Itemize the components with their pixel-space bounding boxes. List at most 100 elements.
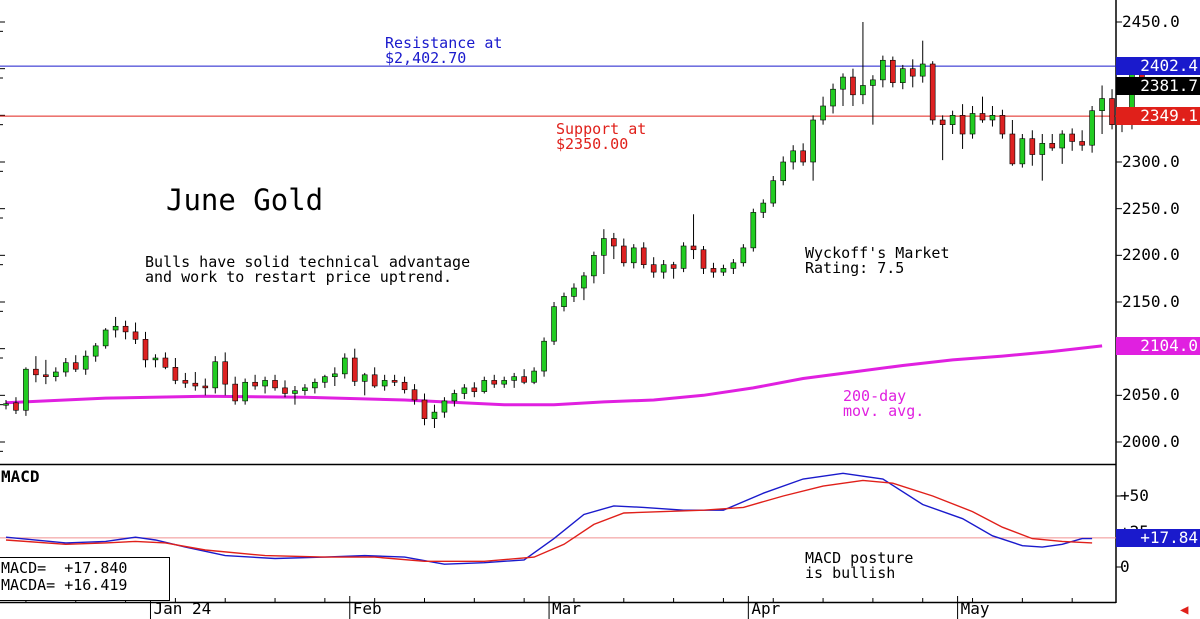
candle-body bbox=[650, 264, 657, 273]
candle-body bbox=[959, 115, 966, 135]
candle-body bbox=[3, 403, 9, 406]
moving-average-annotation: 200-day mov. avg. bbox=[843, 387, 925, 420]
candle-body bbox=[481, 380, 488, 392]
last-price-label: 2381.7 bbox=[1116, 77, 1200, 96]
candle-body bbox=[820, 105, 826, 121]
candle bbox=[690, 214, 697, 260]
candle-body bbox=[620, 245, 627, 264]
candle-body bbox=[511, 376, 517, 381]
candle-body bbox=[451, 393, 458, 402]
candle bbox=[1029, 130, 1036, 166]
candle bbox=[122, 320, 129, 340]
candle-body bbox=[401, 381, 408, 391]
candle-body bbox=[13, 402, 19, 411]
candle-body bbox=[850, 76, 856, 96]
candle-body bbox=[23, 368, 29, 411]
candle-body bbox=[690, 245, 697, 251]
macd-readout-box: MACD= +17.840 MACDA= +16.419 bbox=[0, 557, 170, 601]
resistance-annotation: Resistance at $2,402.70 bbox=[385, 34, 503, 67]
candle bbox=[1089, 106, 1095, 153]
moving-average-line bbox=[5, 344, 1103, 407]
candle-body bbox=[660, 264, 667, 273]
candle bbox=[461, 384, 468, 400]
candle-body bbox=[720, 268, 727, 273]
price-tick-label: 2000.0 bbox=[1122, 432, 1180, 451]
candle-body bbox=[1109, 98, 1115, 125]
candle bbox=[969, 106, 976, 139]
candle-body bbox=[1019, 138, 1026, 165]
candle bbox=[949, 110, 956, 134]
candle bbox=[999, 109, 1006, 139]
candle-body bbox=[172, 367, 179, 381]
candle bbox=[202, 378, 209, 396]
candle-body bbox=[870, 79, 876, 86]
candle-body bbox=[630, 247, 637, 264]
candle-body bbox=[391, 380, 398, 383]
resistance-price-label: 2402.4 bbox=[1116, 57, 1200, 76]
candle bbox=[222, 352, 229, 396]
candle-body bbox=[411, 389, 418, 401]
scroll-left-arrow-icon[interactable]: ◀ bbox=[1180, 602, 1189, 618]
candle bbox=[112, 316, 119, 338]
candle bbox=[1069, 128, 1075, 151]
candle-body bbox=[1029, 138, 1036, 155]
candle bbox=[541, 337, 547, 377]
candle-body bbox=[112, 325, 119, 331]
candle bbox=[1099, 85, 1105, 134]
candle-body bbox=[1089, 110, 1095, 146]
candle bbox=[262, 376, 268, 394]
candle-body bbox=[182, 380, 189, 384]
macd-value-label: +17.84 bbox=[1116, 528, 1200, 547]
candle-body bbox=[1069, 133, 1075, 142]
candle bbox=[581, 272, 587, 301]
candle bbox=[102, 328, 109, 349]
candle bbox=[82, 350, 89, 375]
candle bbox=[919, 40, 926, 83]
candle-body bbox=[332, 373, 338, 377]
candle-body bbox=[531, 370, 537, 383]
candle-body bbox=[680, 245, 687, 269]
candle bbox=[411, 384, 418, 405]
candle-body bbox=[312, 381, 318, 389]
macd-panel-label: MACD bbox=[1, 467, 40, 486]
candle bbox=[710, 262, 717, 278]
candle bbox=[172, 358, 179, 385]
candle bbox=[62, 358, 69, 377]
candle bbox=[152, 354, 159, 368]
candle-body bbox=[541, 340, 547, 372]
candle-body bbox=[949, 115, 956, 125]
candle-body bbox=[302, 387, 308, 391]
candle-body bbox=[880, 59, 886, 81]
candle-body bbox=[840, 76, 846, 90]
candle bbox=[700, 246, 707, 274]
candle-body bbox=[1099, 98, 1105, 111]
candle bbox=[1049, 134, 1056, 151]
candle bbox=[601, 229, 607, 274]
candle-body bbox=[471, 387, 478, 392]
time-tick-label: May bbox=[960, 599, 990, 618]
candle bbox=[909, 59, 916, 88]
rating-annotation: Wyckoff's Market Rating: 7.5 bbox=[805, 244, 950, 277]
time-tick-label: Jan 24 bbox=[153, 599, 212, 618]
candle bbox=[132, 322, 139, 344]
candle-body bbox=[1009, 133, 1016, 165]
candle-body bbox=[262, 380, 268, 387]
candle-body bbox=[611, 238, 617, 247]
candle bbox=[611, 232, 617, 260]
candle-body bbox=[421, 399, 428, 419]
candle-body bbox=[929, 63, 936, 121]
comment-annotation: Bulls have solid technical advantage and… bbox=[145, 253, 471, 286]
candle bbox=[810, 115, 816, 181]
candle bbox=[640, 242, 647, 269]
candle bbox=[33, 356, 39, 383]
candle bbox=[451, 389, 458, 407]
candle bbox=[332, 367, 338, 386]
candle-body bbox=[82, 355, 89, 370]
candle bbox=[880, 55, 886, 88]
candle-body bbox=[351, 357, 358, 382]
candlesticks bbox=[3, 22, 1145, 428]
candle bbox=[591, 251, 597, 284]
candle-body bbox=[142, 339, 149, 361]
candle-body bbox=[431, 411, 438, 419]
candle bbox=[630, 244, 637, 269]
